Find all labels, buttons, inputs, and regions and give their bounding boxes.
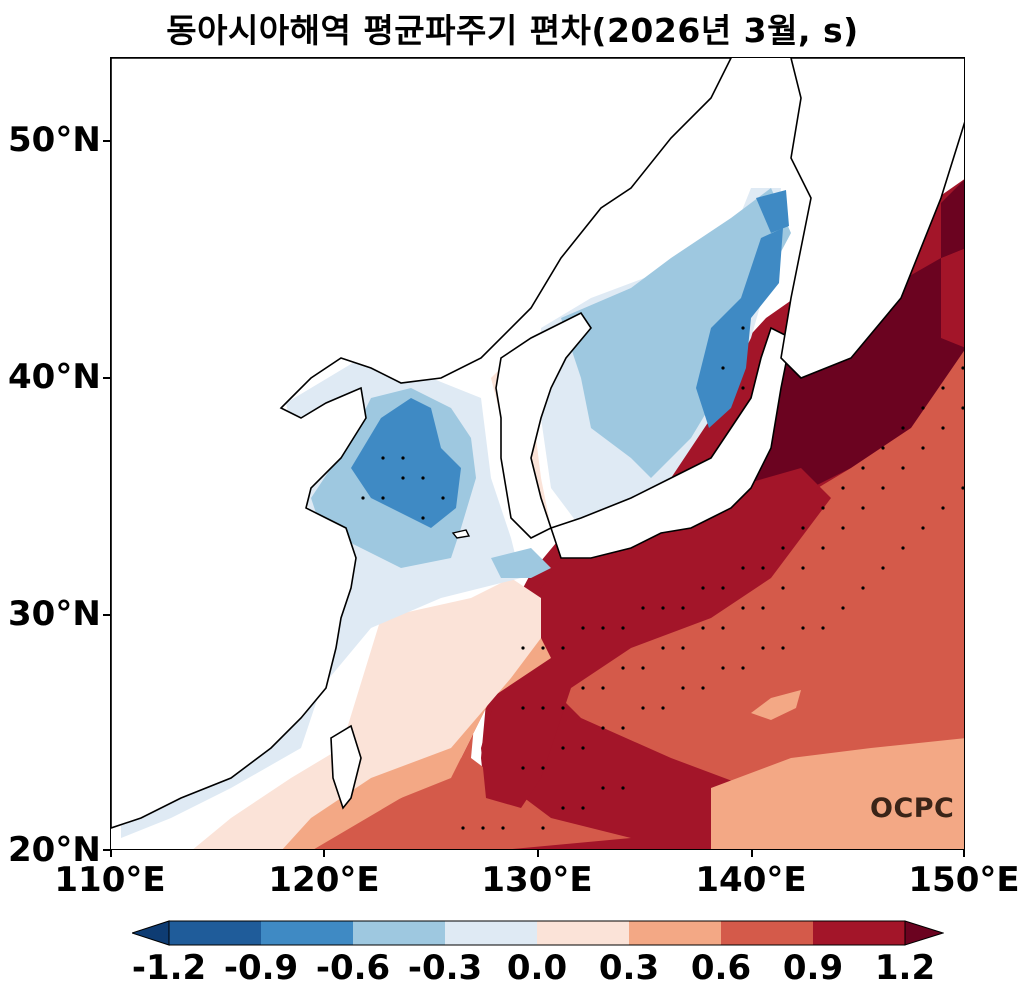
colorbar-bin-1 xyxy=(169,921,261,945)
colorbar-outline xyxy=(168,920,906,946)
colorbar-label-5: 0.0 xyxy=(506,948,568,988)
anomaly-region-weak-positive xyxy=(193,578,541,849)
anomaly-region-strong-positive-tongue xyxy=(481,468,831,808)
colorbar-bin-4 xyxy=(445,921,537,945)
colorbar-label-9: 1.2 xyxy=(874,948,936,988)
lon-tick-130e: 130°E xyxy=(481,860,593,900)
lat-tickmark-50n xyxy=(103,140,110,142)
colorbar-label-8: 0.9 xyxy=(782,948,844,988)
anomaly-region-very-strong-positive-2 xyxy=(941,180,964,258)
colorbar-bin-7 xyxy=(721,921,813,945)
colorbar-extend-low xyxy=(132,920,170,946)
lat-tick-20n: 20°N xyxy=(8,830,101,870)
lon-tick-110e: 110°E xyxy=(54,860,166,900)
colorbar-bin-2 xyxy=(261,921,353,945)
anomaly-region-moderate-positive-s xyxy=(711,738,964,849)
map-title: 동아시아해역 평균파주기 편차(2026년 3월, s) xyxy=(166,11,859,50)
colorbar-label-6: 0.3 xyxy=(598,948,660,988)
lon-tick-140e: 140°E xyxy=(695,860,807,900)
lon-tickmark-120e xyxy=(323,850,325,857)
lat-tickmark-40n xyxy=(103,377,110,379)
lon-tickmark-140e xyxy=(751,850,753,857)
anomaly-region-negative-north xyxy=(756,190,789,233)
land-japan-north xyxy=(780,58,964,379)
lat-tick-40n: 40°N xyxy=(8,357,101,397)
colorbar-label-3: -0.6 xyxy=(315,948,391,988)
land-china xyxy=(111,58,732,829)
anomaly-map xyxy=(111,58,964,849)
lat-tickmark-20n xyxy=(103,849,110,851)
colorbar-bin-3 xyxy=(353,921,445,945)
colorbar-bin-6 xyxy=(629,921,721,945)
anomaly-region-negative-east-sea xyxy=(696,228,783,428)
lon-tickmark-110e xyxy=(110,850,112,857)
land-jeju xyxy=(451,529,471,539)
colorbar-label-1: -1.2 xyxy=(131,948,207,988)
anomaly-region-negative-yellow-sea xyxy=(351,398,461,528)
ocpc-logo: OCPC xyxy=(870,793,955,824)
colorbar-label-7: 0.6 xyxy=(690,948,752,988)
land-taiwan xyxy=(330,724,362,810)
anomaly-region-moderate-positive-blob xyxy=(751,690,801,720)
land-korea xyxy=(495,311,592,539)
anomaly-region-moderate-negative-east-sea xyxy=(561,188,791,478)
colorbar-bin-5 xyxy=(537,921,629,945)
colorbar xyxy=(132,920,944,946)
anomaly-region-positive-se xyxy=(531,350,964,849)
lat-tick-30n: 30°N xyxy=(8,594,101,634)
lon-tickmark-130e xyxy=(537,850,539,857)
lon-tick-150e: 150°E xyxy=(908,860,1020,900)
colorbar-extend-high xyxy=(904,920,944,946)
colorbar-bin-8 xyxy=(813,921,905,945)
colorbar-label-4: -0.3 xyxy=(407,948,483,988)
anomaly-region-moderate-negative-korea-strait xyxy=(491,548,551,578)
map-panel[interactable] xyxy=(110,57,965,850)
lat-tick-50n: 50°N xyxy=(8,120,101,160)
land-japan-honshu xyxy=(549,326,792,559)
lon-tick-120e: 120°E xyxy=(268,860,380,900)
colorbar-label-2: -0.9 xyxy=(223,948,299,988)
lat-tickmark-30n xyxy=(103,614,110,616)
lon-tickmark-150e xyxy=(963,850,965,857)
